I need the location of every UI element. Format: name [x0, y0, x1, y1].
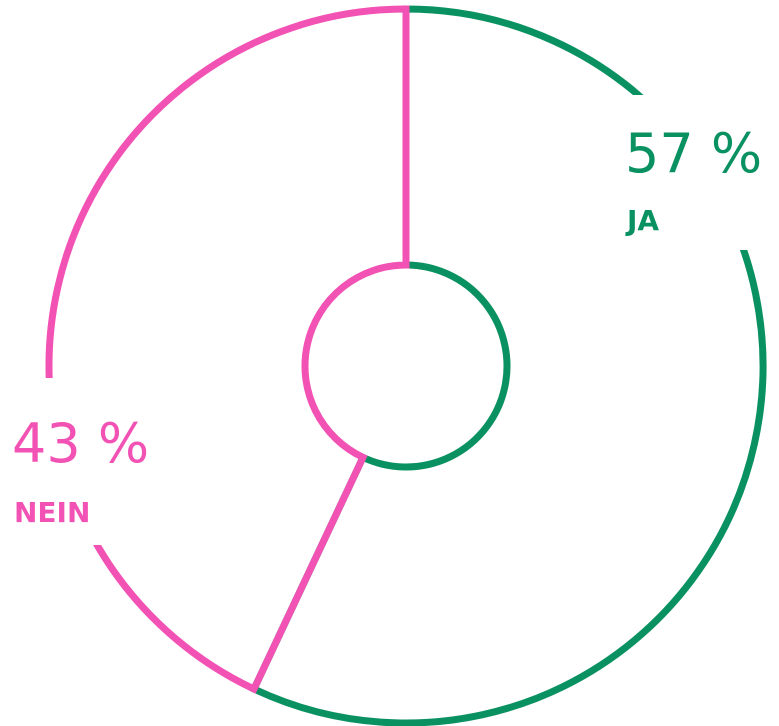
value-label: 43 % — [12, 412, 149, 475]
category-label: NEIN — [14, 496, 90, 529]
pie-segment — [45, 5, 410, 694]
value-label: 57 % — [625, 122, 762, 185]
label-background — [0, 378, 110, 545]
category-label: JA — [625, 204, 659, 237]
label-background — [620, 95, 779, 250]
